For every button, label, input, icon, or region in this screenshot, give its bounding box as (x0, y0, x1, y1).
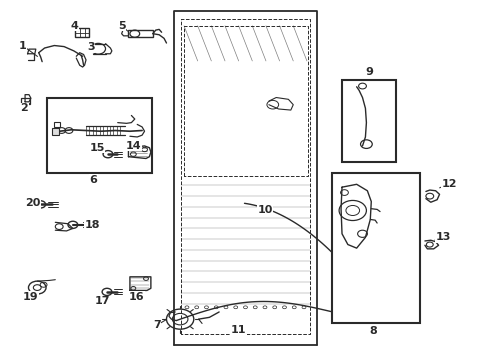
Text: 8: 8 (369, 327, 377, 337)
Text: 12: 12 (441, 179, 456, 189)
Text: 6: 6 (89, 175, 97, 185)
Bar (54, 122, 60, 127)
Text: 8: 8 (369, 325, 377, 336)
Text: 16: 16 (128, 292, 144, 302)
Text: 3: 3 (87, 42, 95, 52)
Text: 5: 5 (118, 21, 125, 31)
Text: 19: 19 (23, 292, 39, 302)
Bar (52, 128, 59, 135)
Text: 9: 9 (364, 67, 372, 77)
Text: 4: 4 (71, 21, 79, 31)
Text: 11: 11 (230, 325, 246, 335)
Bar (128, 30, 153, 37)
Text: 18: 18 (84, 220, 100, 230)
Bar (75, 28, 89, 37)
Text: 20: 20 (25, 198, 40, 208)
Text: 2: 2 (20, 103, 28, 113)
Text: 6: 6 (89, 176, 97, 186)
Text: 10: 10 (257, 206, 272, 216)
Text: 17: 17 (94, 296, 110, 306)
Text: 15: 15 (89, 143, 105, 153)
Bar (47, 98, 152, 173)
Bar (341, 80, 395, 162)
Text: 13: 13 (435, 232, 450, 242)
Text: 9: 9 (364, 67, 372, 77)
Text: 1: 1 (19, 41, 26, 50)
Text: 7: 7 (153, 320, 160, 330)
Bar (331, 173, 419, 323)
Text: 14: 14 (125, 141, 141, 151)
